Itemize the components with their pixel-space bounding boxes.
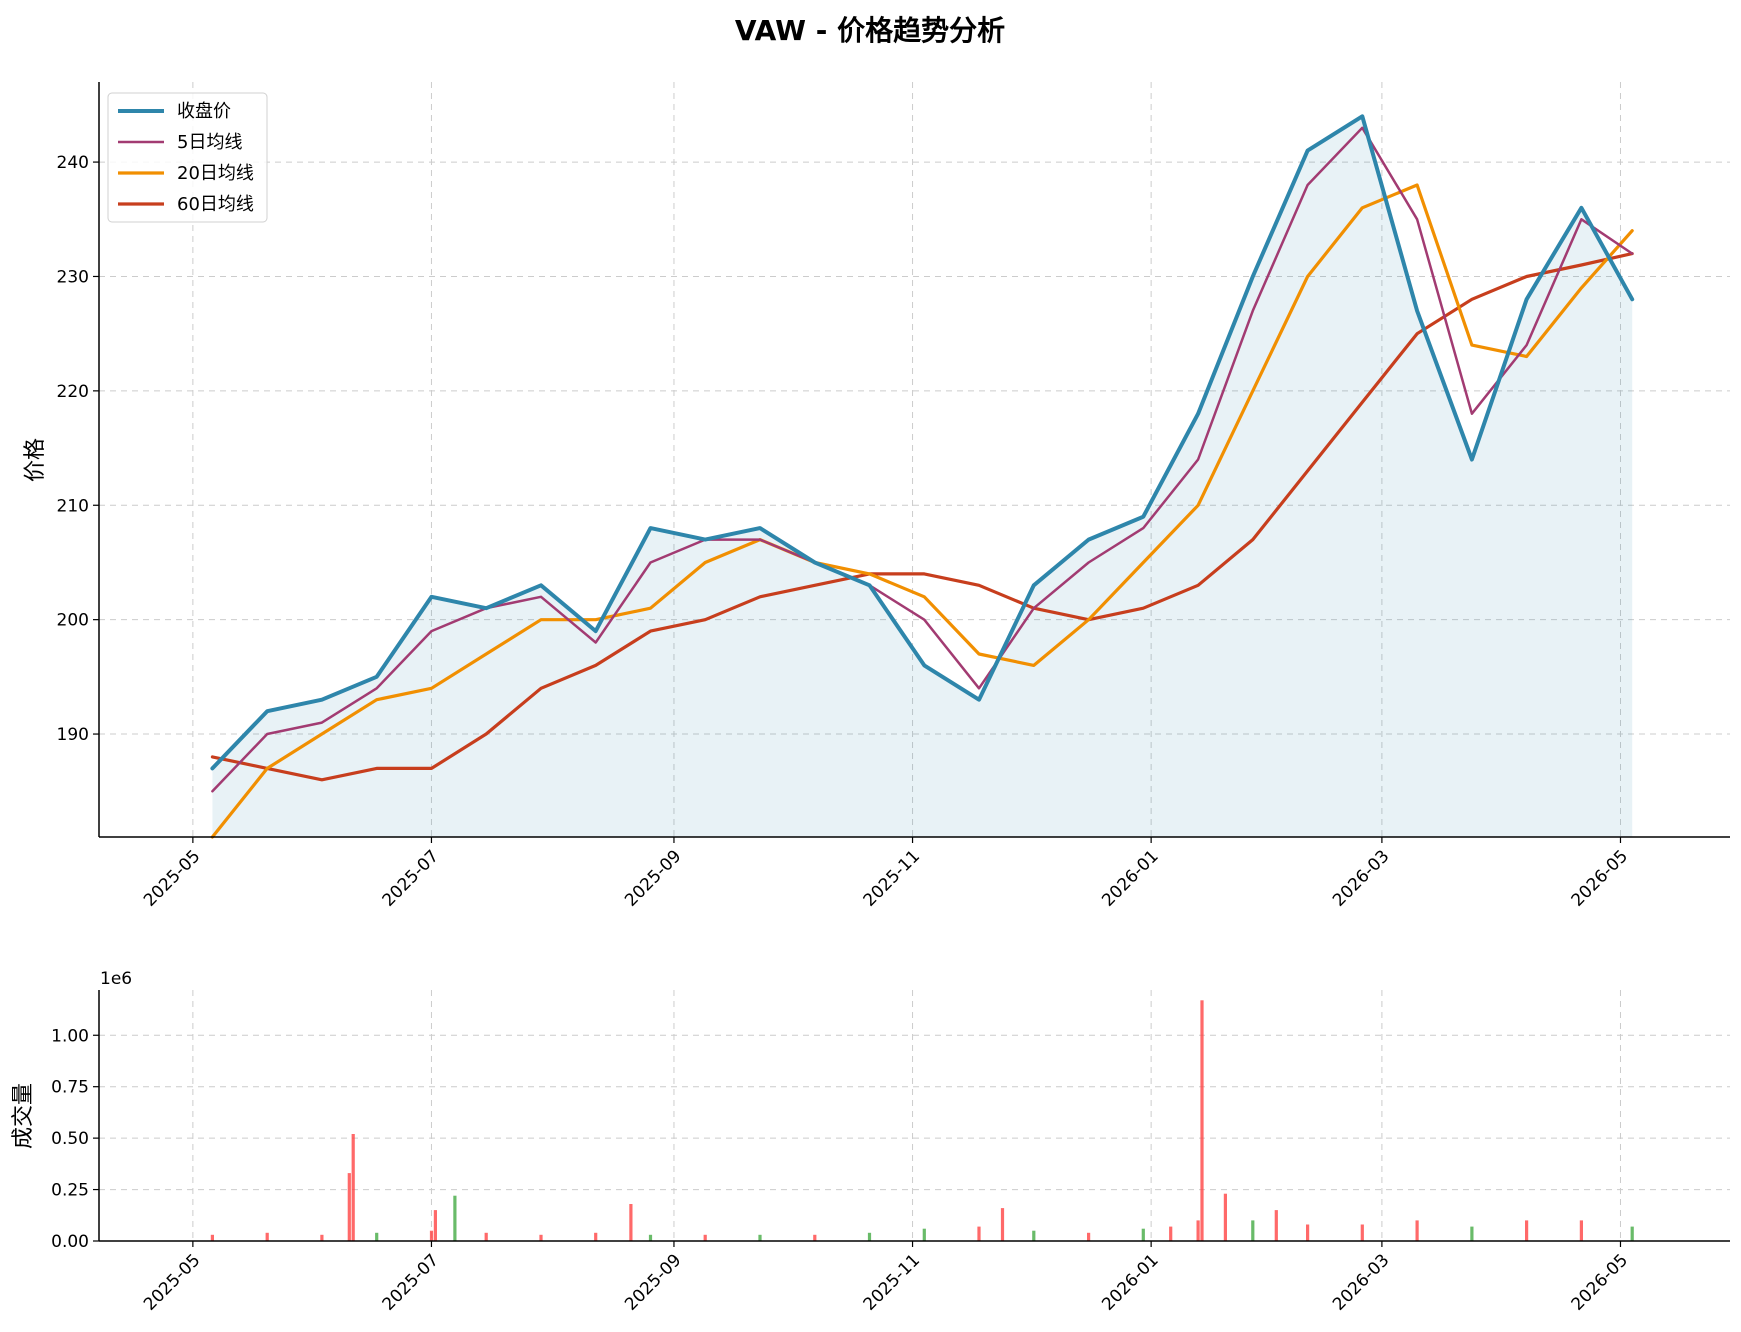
volume-panel: 0.000.250.500.751.00 2025-05 2025-07 2025-… <box>11 969 1730 1315</box>
legend-label: 20日均线 <box>177 163 254 184</box>
volume-x-tick-label: 2026-05 <box>1568 1250 1632 1314</box>
legend-label: 5日均线 <box>177 132 242 153</box>
series-line-2 <box>210 183 1634 839</box>
price-x-tick-label: 2025-11 <box>860 846 924 910</box>
volume-bar <box>539 1234 543 1241</box>
volume-bar <box>1306 1224 1310 1241</box>
price-y-axis-label: 价格 <box>23 438 48 482</box>
volume-bar <box>453 1195 457 1241</box>
volume-bar <box>703 1234 707 1241</box>
volume-bar <box>594 1232 598 1241</box>
close-price-fill <box>212 116 1633 838</box>
volume-x-ticks: 2025-05 2025-07 2025-09 2025-11 2026-01 2026-… <box>140 1241 1632 1315</box>
price-x-tick-label: 2025-09 <box>621 846 685 910</box>
volume-axes <box>98 990 1730 1242</box>
volume-bar <box>648 1234 653 1241</box>
price-x-tick-label: 2025-05 <box>140 846 204 910</box>
volume-bar <box>1032 1230 1036 1241</box>
price-panel: 190 200 210 220 230 240 2025-05 2025-07 2025-09… <box>23 82 1730 911</box>
volume-y-tick-label: 0.00 <box>51 1232 89 1252</box>
volume-bar <box>1087 1232 1091 1241</box>
volume-bar <box>375 1232 379 1241</box>
volume-x-tick-label: 2025-05 <box>140 1250 204 1314</box>
volume-x-tick-label: 2025-07 <box>379 1250 443 1314</box>
price-series <box>210 114 1635 839</box>
volume-bar <box>922 1228 926 1241</box>
price-x-ticks: 2025-05 2025-07 2025-09 2025-11 2026-01 2026-… <box>140 837 1632 911</box>
legend-label: 60日均线 <box>177 194 254 215</box>
volume-y-tick-label: 0.75 <box>51 1078 89 1098</box>
volume-bar <box>1251 1220 1255 1241</box>
volume-scale-label: 1e6 <box>100 969 132 989</box>
volume-bar <box>758 1234 762 1241</box>
volume-bar <box>351 1134 355 1241</box>
volume-bar <box>1525 1220 1529 1241</box>
volume-bar <box>1141 1228 1145 1241</box>
legend: 收盘价 5日均线 20日均线 60日均线 <box>107 92 268 223</box>
series-line-0 <box>210 114 1635 771</box>
price-y-tick-label: 240 <box>57 153 89 173</box>
volume-bar <box>867 1232 872 1241</box>
volume-bar <box>1415 1220 1419 1241</box>
volume-bar <box>1630 1226 1634 1241</box>
price-x-tick-label: 2025-07 <box>379 846 443 910</box>
volume-y-tick-label: 1.00 <box>51 1026 89 1046</box>
volume-y-axis-label: 成交量 <box>11 1083 36 1149</box>
volume-x-tick-label: 2026-03 <box>1329 1250 1393 1314</box>
price-y-tick-label: 190 <box>57 725 89 745</box>
volume-bar <box>629 1204 633 1241</box>
volume-bar <box>265 1232 269 1241</box>
price-x-tick-label: 2026-05 <box>1568 846 1632 910</box>
volume-bar <box>1470 1226 1474 1241</box>
volume-bars <box>210 1000 1634 1241</box>
price-axes <box>98 82 1730 838</box>
volume-bar <box>1579 1220 1583 1241</box>
volume-bar <box>977 1226 981 1241</box>
series-line-3 <box>210 252 1634 782</box>
price-x-tick-label: 2026-03 <box>1329 846 1393 910</box>
volume-bar <box>1274 1210 1278 1241</box>
legend-label: 收盘价 <box>177 101 231 122</box>
price-y-ticks: 190 200 210 220 230 240 <box>57 153 99 745</box>
volume-bar <box>320 1234 324 1241</box>
chart-title: VAW - 价格趋势分析 <box>735 14 1005 47</box>
volume-bar <box>1200 1000 1204 1241</box>
volume-bar <box>429 1230 434 1241</box>
volume-bar <box>1169 1226 1173 1241</box>
volume-x-tick-label: 2025-11 <box>860 1250 924 1314</box>
volume-y-tick-label: 0.50 <box>51 1129 89 1149</box>
legend-box <box>107 92 268 223</box>
price-x-tick-label: 2026-01 <box>1098 846 1162 910</box>
price-y-tick-label: 210 <box>57 496 89 516</box>
volume-y-tick-label: 0.25 <box>51 1181 89 1201</box>
volume-bar <box>433 1210 437 1241</box>
volume-x-tick-label: 2026-01 <box>1098 1250 1162 1314</box>
volume-bar <box>1223 1193 1227 1241</box>
volume-bar <box>1360 1224 1364 1241</box>
volume-x-tick-label: 2025-09 <box>621 1250 685 1314</box>
volume-grid <box>99 990 1730 1241</box>
price-y-tick-label: 200 <box>57 611 89 631</box>
series-line-1 <box>211 126 1634 793</box>
volume-bar <box>1196 1220 1200 1241</box>
price-y-tick-label: 230 <box>57 267 89 287</box>
volume-bar <box>1000 1208 1005 1241</box>
price-y-tick-label: 220 <box>57 382 89 402</box>
volume-y-ticks: 0.00 0.25 0.50 0.75 1.00 <box>51 1026 99 1252</box>
volume-bar <box>813 1234 817 1241</box>
volume-bar <box>347 1173 351 1241</box>
volume-bar <box>484 1232 488 1241</box>
volume-bar <box>210 1234 214 1241</box>
